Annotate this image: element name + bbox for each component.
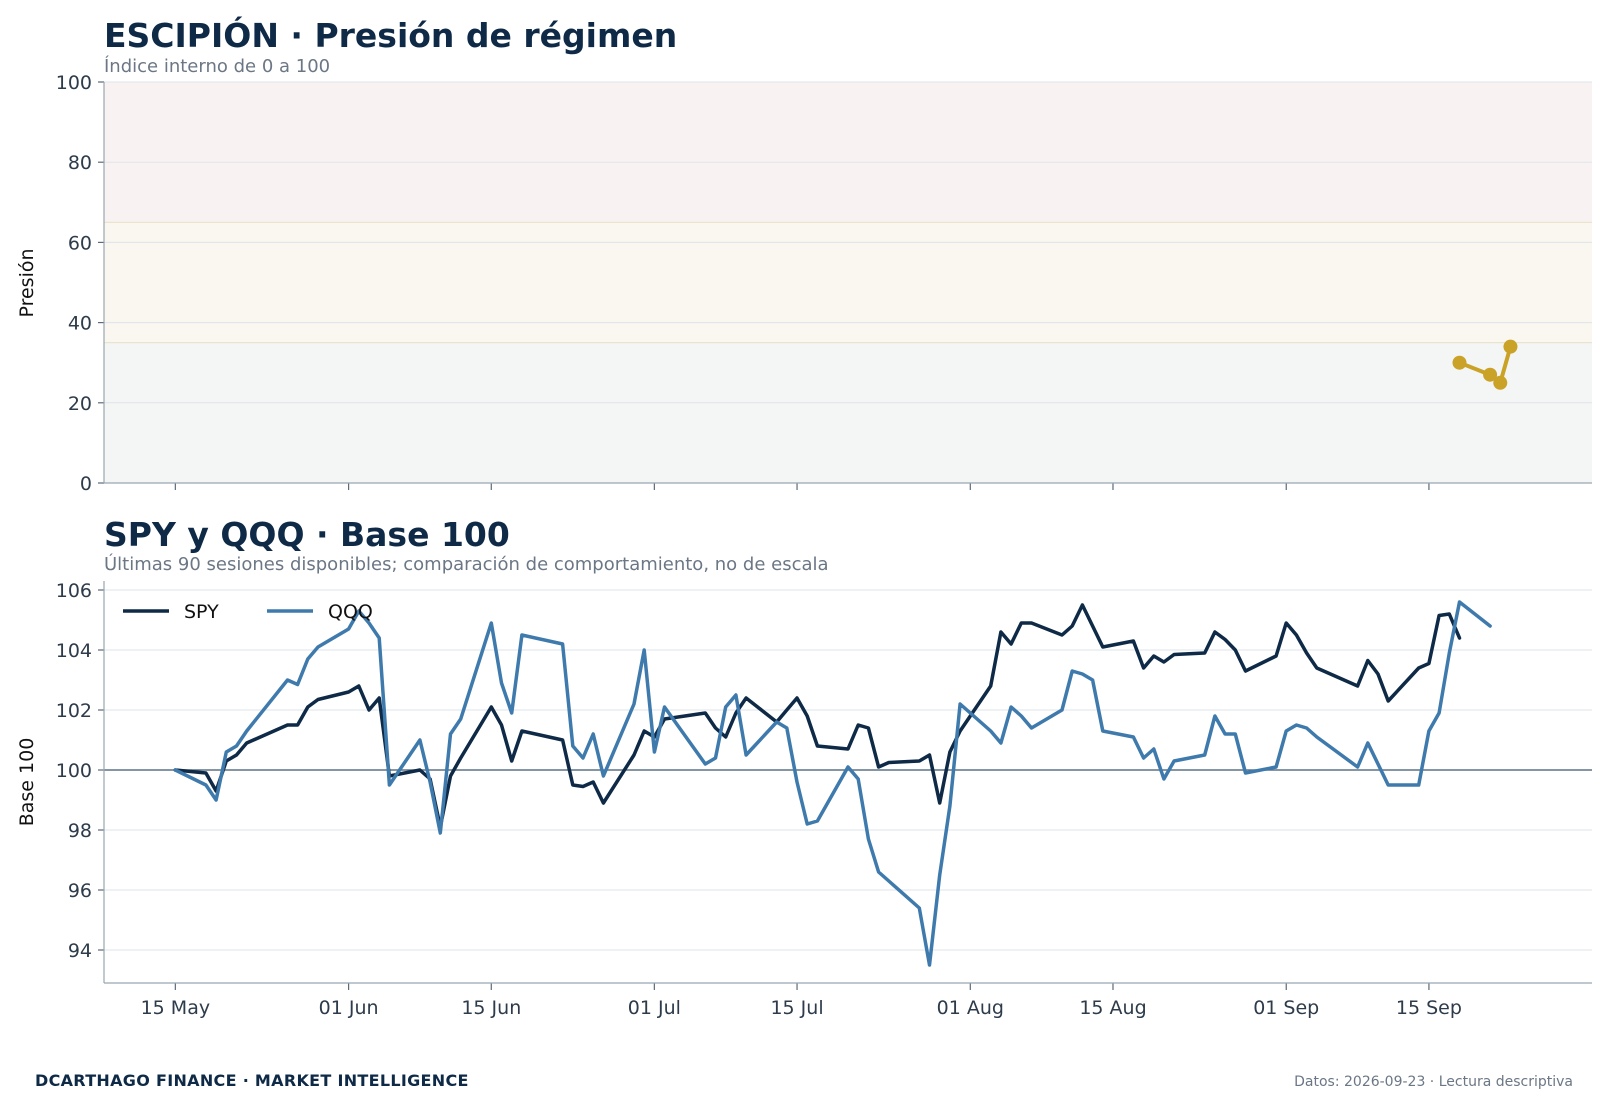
pressure-subtitle: Índice interno de 0 a 100 bbox=[104, 55, 330, 77]
base100-x-tick-label-5: 01 Aug bbox=[937, 997, 1004, 1019]
footer-data-note: Datos: 2026-09-23 · Lectura descriptiva bbox=[1294, 1074, 1573, 1090]
pressure-series bbox=[1452, 339, 1518, 390]
pressure-y-tick-label-5: 100 bbox=[56, 72, 92, 94]
base100-y-tick-label-0: 94 bbox=[68, 940, 92, 962]
base100-series bbox=[173, 600, 1492, 967]
pressure-title: ESCIPIÓN · Presión de régimen bbox=[104, 15, 677, 55]
pressure-point-1 bbox=[1483, 367, 1498, 382]
pressure-zone-2 bbox=[104, 82, 1592, 223]
pressure-point-0 bbox=[1452, 355, 1467, 370]
base100-x-tick-label-6: 15 Aug bbox=[1079, 997, 1146, 1019]
pressure-y-ticks: 0 20 40 60 80 100 bbox=[56, 72, 104, 495]
base100-y-tick-label-3: 100 bbox=[56, 760, 92, 782]
base100-y-ticks: 94 96 98 100 102 104 106 bbox=[56, 580, 104, 962]
pressure-y-tick-label-0: 0 bbox=[80, 473, 92, 495]
pressure-point-2 bbox=[1493, 375, 1508, 390]
pressure-y-tick-label-4: 80 bbox=[68, 152, 92, 174]
pressure-y-tick-label-3: 60 bbox=[68, 232, 92, 254]
base100-y-tick-label-6: 106 bbox=[56, 580, 92, 602]
legend: SPY QQQ bbox=[123, 601, 373, 623]
base100-x-tick-label-8: 15 Sep bbox=[1396, 997, 1462, 1019]
pressure-zones bbox=[104, 82, 1592, 483]
pressure-x-tick-marks bbox=[174, 483, 1430, 490]
base100-x-tick-label-0: 15 May bbox=[141, 997, 211, 1019]
base100-subtitle: Últimas 90 sesiones disponibles; compara… bbox=[104, 553, 829, 575]
base100-x-tick-label-4: 15 Jul bbox=[770, 997, 823, 1019]
base100-x-tick-label-3: 01 Jul bbox=[628, 997, 681, 1019]
base100-y-label: Base 100 bbox=[16, 738, 38, 827]
base100-y-tick-label-2: 98 bbox=[68, 820, 92, 842]
base100-y-tick-label-1: 96 bbox=[68, 880, 92, 902]
base100-x-tick-label-7: 01 Sep bbox=[1253, 997, 1319, 1019]
series-line-spy bbox=[173, 603, 1462, 829]
pressure-zone-1 bbox=[104, 222, 1592, 343]
pressure-point-3 bbox=[1503, 339, 1518, 354]
legend-spy-label: SPY bbox=[184, 601, 219, 623]
pressure-y-label: Presión bbox=[16, 248, 38, 317]
base100-y-tick-label-4: 102 bbox=[56, 700, 92, 722]
base100-title: SPY y QQQ · Base 100 bbox=[104, 515, 510, 554]
base100-x-ticks: 15 May 01 Jun 15 Jun 01 Jul 15 Jul 01 Aug 15 A… bbox=[141, 983, 1462, 1019]
pressure-y-tick-label-2: 40 bbox=[68, 313, 92, 335]
pressure-zone-0 bbox=[104, 342, 1592, 483]
base100-y-tick-label-5: 104 bbox=[56, 640, 92, 662]
base100-x-tick-label-1: 01 Jun bbox=[319, 997, 379, 1019]
footer-brand: DCARTHAGO FINANCE · MARKET INTELLIGENCE bbox=[35, 1071, 469, 1090]
base100-x-tick-label-2: 15 Jun bbox=[461, 997, 521, 1019]
base100-panel: SPY y QQQ · Base 100 Últimas 90 sesiones… bbox=[16, 515, 1592, 1019]
pressure-panel: ESCIPIÓN · Presión de régimen Índice int… bbox=[16, 15, 1592, 495]
pressure-y-tick-label-1: 20 bbox=[68, 393, 92, 415]
legend-qqq-label: QQQ bbox=[328, 601, 373, 623]
series-line-qqq bbox=[173, 600, 1492, 967]
